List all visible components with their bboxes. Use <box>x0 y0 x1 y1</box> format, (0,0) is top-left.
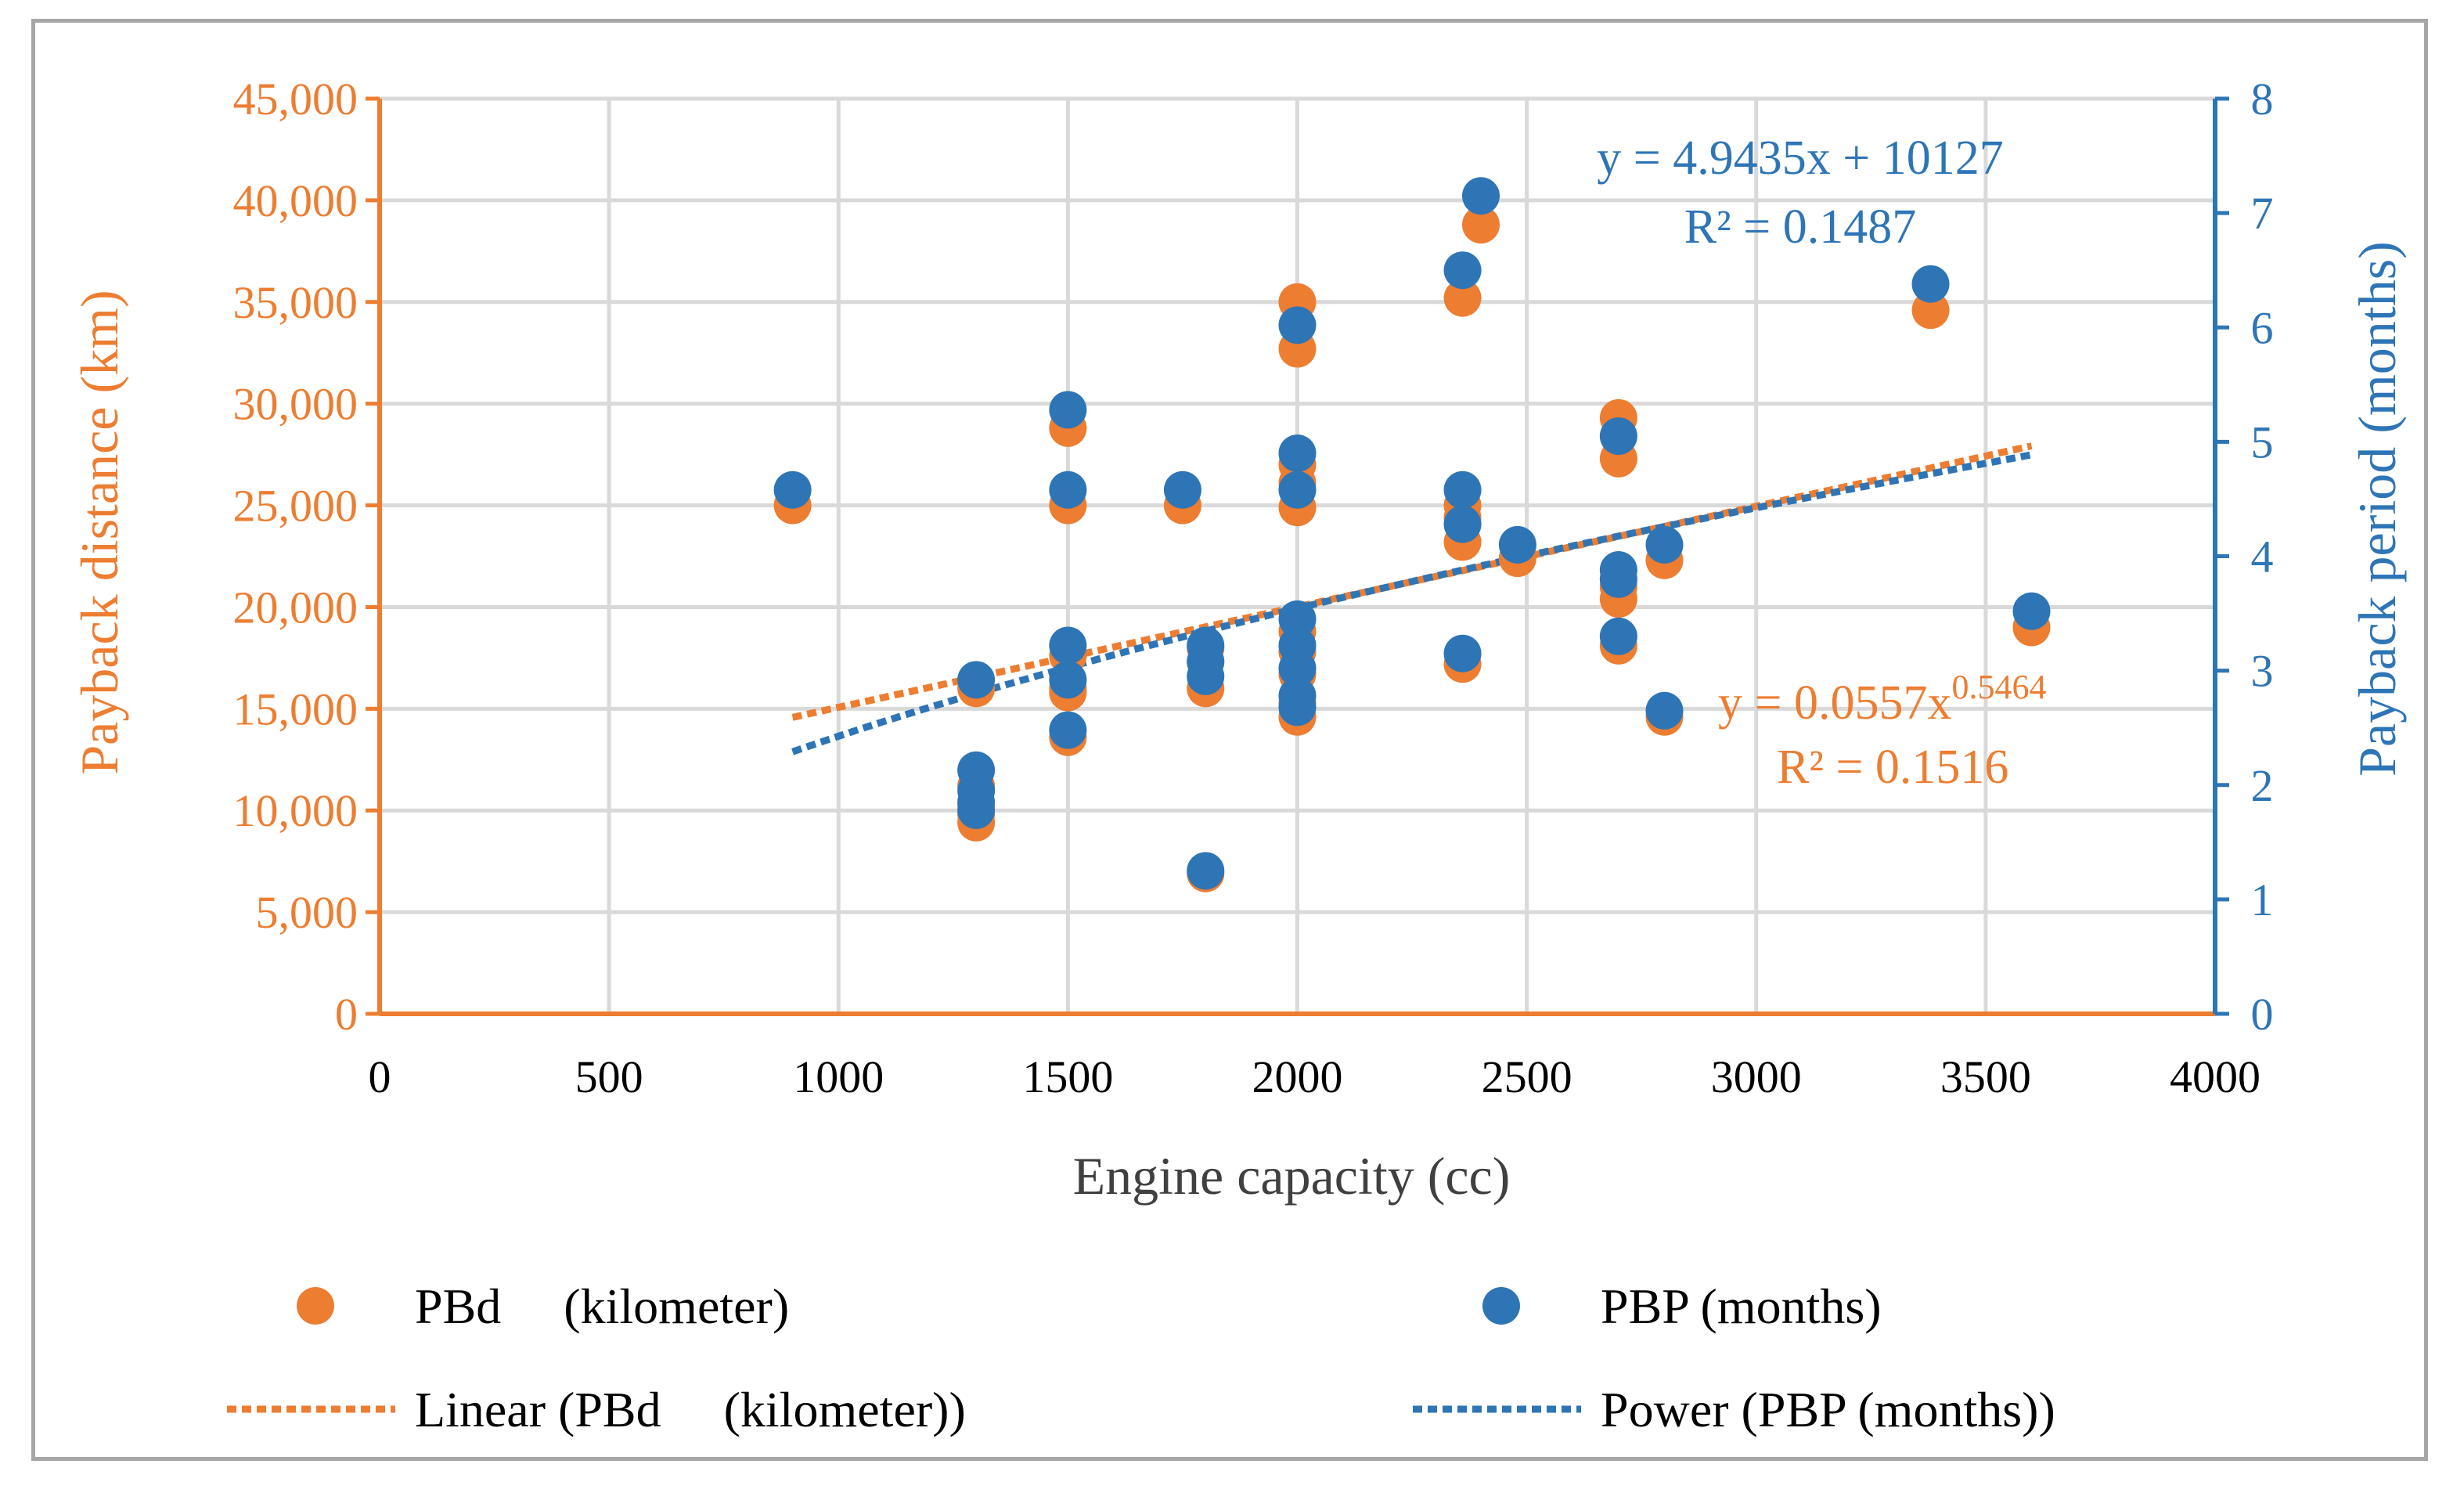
legend-label-power: Power (PBP (months)) <box>1601 1382 2055 1437</box>
y-right-tick-label: 1 <box>2251 874 2274 925</box>
pbp-point <box>1599 617 1637 655</box>
pbp-point <box>1443 505 1482 543</box>
pbp-point <box>1049 471 1087 509</box>
pbp-point <box>1049 626 1087 665</box>
chart-frame <box>31 19 2428 1461</box>
legend: PBd (kilometer) PBP (months) Linear (PBd… <box>227 1278 2055 1437</box>
x-tick-label: 2500 <box>1482 1051 1572 1102</box>
legend-label-pbd: PBd (kilometer) <box>415 1278 789 1334</box>
y-right-tick-label: 0 <box>2251 989 2274 1040</box>
pbp-point <box>1462 177 1500 215</box>
power-trend-equation: y = 0.0557x0.5464 <box>1718 668 2046 730</box>
pbp-point <box>1443 471 1482 509</box>
pbd-point <box>1462 206 1500 244</box>
trendlines <box>791 442 2033 755</box>
x-tick-label: 3000 <box>1711 1051 1802 1102</box>
pbp-point <box>1049 711 1087 749</box>
x-tick-label: 2000 <box>1252 1051 1343 1102</box>
pbp-point <box>1645 691 1684 730</box>
pbp-point <box>1278 434 1317 472</box>
x-tick-label: 0 <box>369 1051 391 1102</box>
pbp-point <box>1443 634 1482 672</box>
y-left-axis-title: Payback distance (km) <box>70 290 129 774</box>
y-right-tick-label: 8 <box>2251 74 2274 124</box>
pbp-point <box>1049 391 1087 429</box>
y-right-tick-label: 2 <box>2251 760 2274 811</box>
legend-marker-pbp <box>1482 1287 1520 1325</box>
pbp-point <box>1187 852 1225 890</box>
pbp-point <box>1163 471 1201 509</box>
pbp-point <box>1599 417 1637 456</box>
pbp-point <box>1278 676 1317 715</box>
y-right-tick-label: 5 <box>2251 416 2274 467</box>
data-points <box>773 177 2051 892</box>
power-trend-equation-base: y = 0.0557x <box>1718 676 1951 730</box>
gridlines <box>380 96 2215 1014</box>
power-trendline <box>791 451 2033 755</box>
y-right-tick-label: 4 <box>2251 532 2274 582</box>
y-left-tick-label: 5,000 <box>256 887 358 938</box>
x-tick-label: 1000 <box>793 1051 884 1102</box>
y-left-tick-label: 45,000 <box>233 74 358 124</box>
x-tick-label: 1500 <box>1022 1051 1113 1102</box>
legend-marker-pbd <box>297 1287 334 1325</box>
linear-trend-equation: y = 4.9435x + 10127 <box>1597 132 2003 185</box>
pbp-point <box>1278 626 1317 665</box>
pbp-point <box>1278 306 1317 344</box>
y-left-tick-label: 20,000 <box>233 582 358 633</box>
pbp-point <box>957 791 996 829</box>
y-left-tick-label: 15,000 <box>233 683 358 734</box>
y-left-tick-label: 10,000 <box>233 785 358 836</box>
pbp-point <box>773 471 812 509</box>
pbd-point <box>1911 291 1950 330</box>
legend-label-linear: Linear (PBd (kilometer)) <box>415 1382 966 1437</box>
y-left-tick-label: 30,000 <box>233 379 358 430</box>
pbp-point <box>1911 265 1950 303</box>
pbp-point <box>1498 525 1536 564</box>
pbp-point <box>1278 471 1317 509</box>
power-trend-r2: R² = 0.1516 <box>1777 741 2008 794</box>
x-axis-title: Engine capacity (cc) <box>1073 1146 1511 1206</box>
legend-label-pbp: PBP (months) <box>1601 1278 1882 1334</box>
y-left-tick-label: 35,000 <box>233 277 358 328</box>
pbp-point <box>1443 251 1482 290</box>
pbp-point <box>1187 626 1225 665</box>
pbp-point <box>2012 592 2051 630</box>
pbp-point <box>1645 525 1684 564</box>
y-left-tick-label: 40,000 <box>233 175 358 226</box>
x-tick-label: 3500 <box>1940 1051 2031 1102</box>
linear-trend-r2: R² = 0.1487 <box>1684 200 1916 254</box>
y-right-axis-title: Payback period (months) <box>2347 241 2407 777</box>
pbp-point <box>957 661 996 699</box>
x-tick-label: 4000 <box>2170 1051 2260 1102</box>
y-left-tick-label: 0 <box>335 989 358 1040</box>
y-right-tick-label: 3 <box>2251 646 2274 697</box>
y-right-tick-label: 6 <box>2251 302 2274 353</box>
linear-trendline <box>791 442 2033 721</box>
x-tick-label: 500 <box>575 1051 643 1102</box>
y-left-tick-label: 25,000 <box>233 481 358 532</box>
pbp-point <box>1049 661 1087 699</box>
pbd-point <box>1443 279 1482 317</box>
power-trend-equation-exponent: 0.5464 <box>1951 668 2046 706</box>
pbp-point <box>1599 551 1637 590</box>
pbp-point <box>1278 600 1317 638</box>
axes: 0 500 1000 1500 2000 2500 3000 3500 400005,00010… <box>233 74 2274 1102</box>
y-right-tick-label: 7 <box>2251 188 2274 239</box>
